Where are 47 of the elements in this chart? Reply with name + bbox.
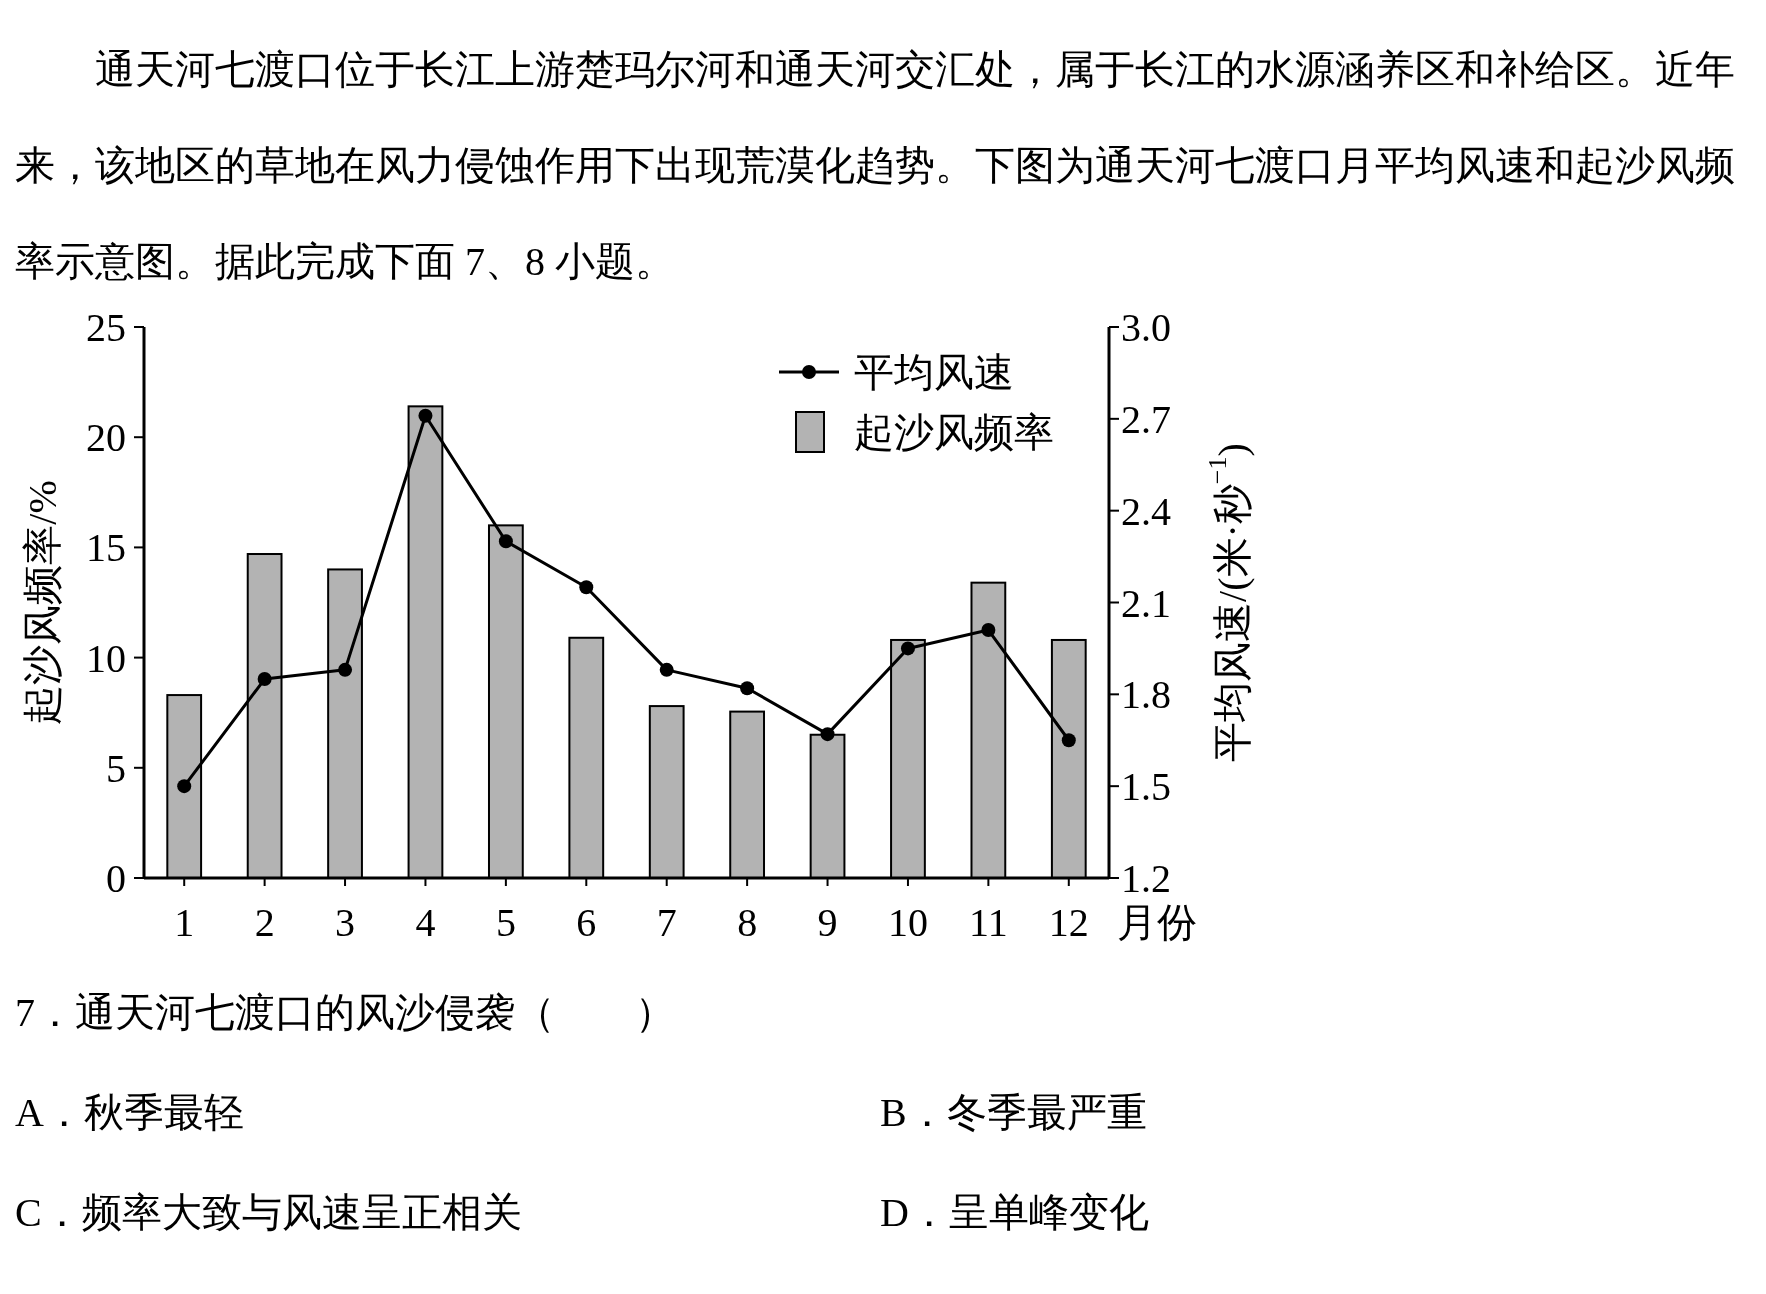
- point: [900, 641, 915, 656]
- y2-tick-label: 1.2: [1121, 855, 1171, 901]
- x-tick-label: 5: [495, 899, 516, 945]
- text: A．秋季最轻: [15, 1089, 245, 1137]
- point: [257, 672, 272, 687]
- x-tick-label: 4: [415, 899, 436, 945]
- point: [579, 580, 594, 595]
- x-tick-label: 11: [969, 899, 1008, 945]
- point: [659, 662, 674, 677]
- text: D．呈单峰变化: [880, 1189, 1150, 1237]
- point: [740, 681, 755, 696]
- x-tick-label: 12: [1048, 899, 1089, 945]
- y-tick-label: 5: [106, 745, 126, 791]
- y-tick-label: 15: [86, 524, 126, 570]
- y-tick-label: 10: [86, 635, 126, 681]
- y2-tick-label: 2.1: [1121, 580, 1171, 625]
- y2-tick-label: 2.7: [1121, 396, 1171, 442]
- y-tick-label: 25: [86, 304, 126, 350]
- text: C．频率大致与风速呈正相关: [15, 1189, 523, 1237]
- point: [820, 727, 835, 742]
- x-tick-label: 10: [887, 899, 928, 945]
- point: [1061, 733, 1076, 748]
- point: [338, 662, 353, 677]
- y-tick-label: 0: [106, 855, 126, 901]
- text: B．冬季最严重: [880, 1089, 1148, 1137]
- x-axis-title: 月份: [1117, 899, 1197, 945]
- point: [498, 534, 513, 549]
- chart-title: 通天河七渡口位于长江上游楚玛尔河和通天河交汇处，属于长江的水源涵养区和补给区。近年来，该地区的草地在风力侵蚀作用下出现荒漠化趋势。下图为通天河七渡口月平均风速和起沙风频率示意图。据此完成下面 7、8 小题。: [15, 47, 1735, 284]
- point: [177, 779, 192, 794]
- y2-tick-label: 2.4: [1121, 488, 1171, 534]
- text: 7．通天河七渡口的风沙侵袭（ ）: [15, 989, 676, 1037]
- y-axis-title: 起沙风频率/%: [19, 480, 65, 725]
- y2-tick-label: 1.5: [1121, 763, 1171, 809]
- x-tick-label: 1: [174, 899, 195, 945]
- legend-label: 平均风速: [854, 349, 1014, 395]
- x-tick-label: 8: [737, 899, 758, 945]
- point: [418, 408, 433, 423]
- x-tick-label: 9: [817, 899, 838, 945]
- x-tick-label: 3: [335, 899, 356, 945]
- x-tick-label: 6: [576, 899, 597, 945]
- point: [981, 623, 996, 638]
- y-tick-label: 20: [86, 414, 126, 460]
- y2-tick-label: 1.8: [1121, 671, 1171, 717]
- legend-label: 起沙风频率: [854, 409, 1054, 455]
- x-tick-label: 2: [254, 899, 275, 945]
- y2-tick-label: 3.0: [1121, 304, 1171, 350]
- x-tick-label: 7: [656, 899, 677, 945]
